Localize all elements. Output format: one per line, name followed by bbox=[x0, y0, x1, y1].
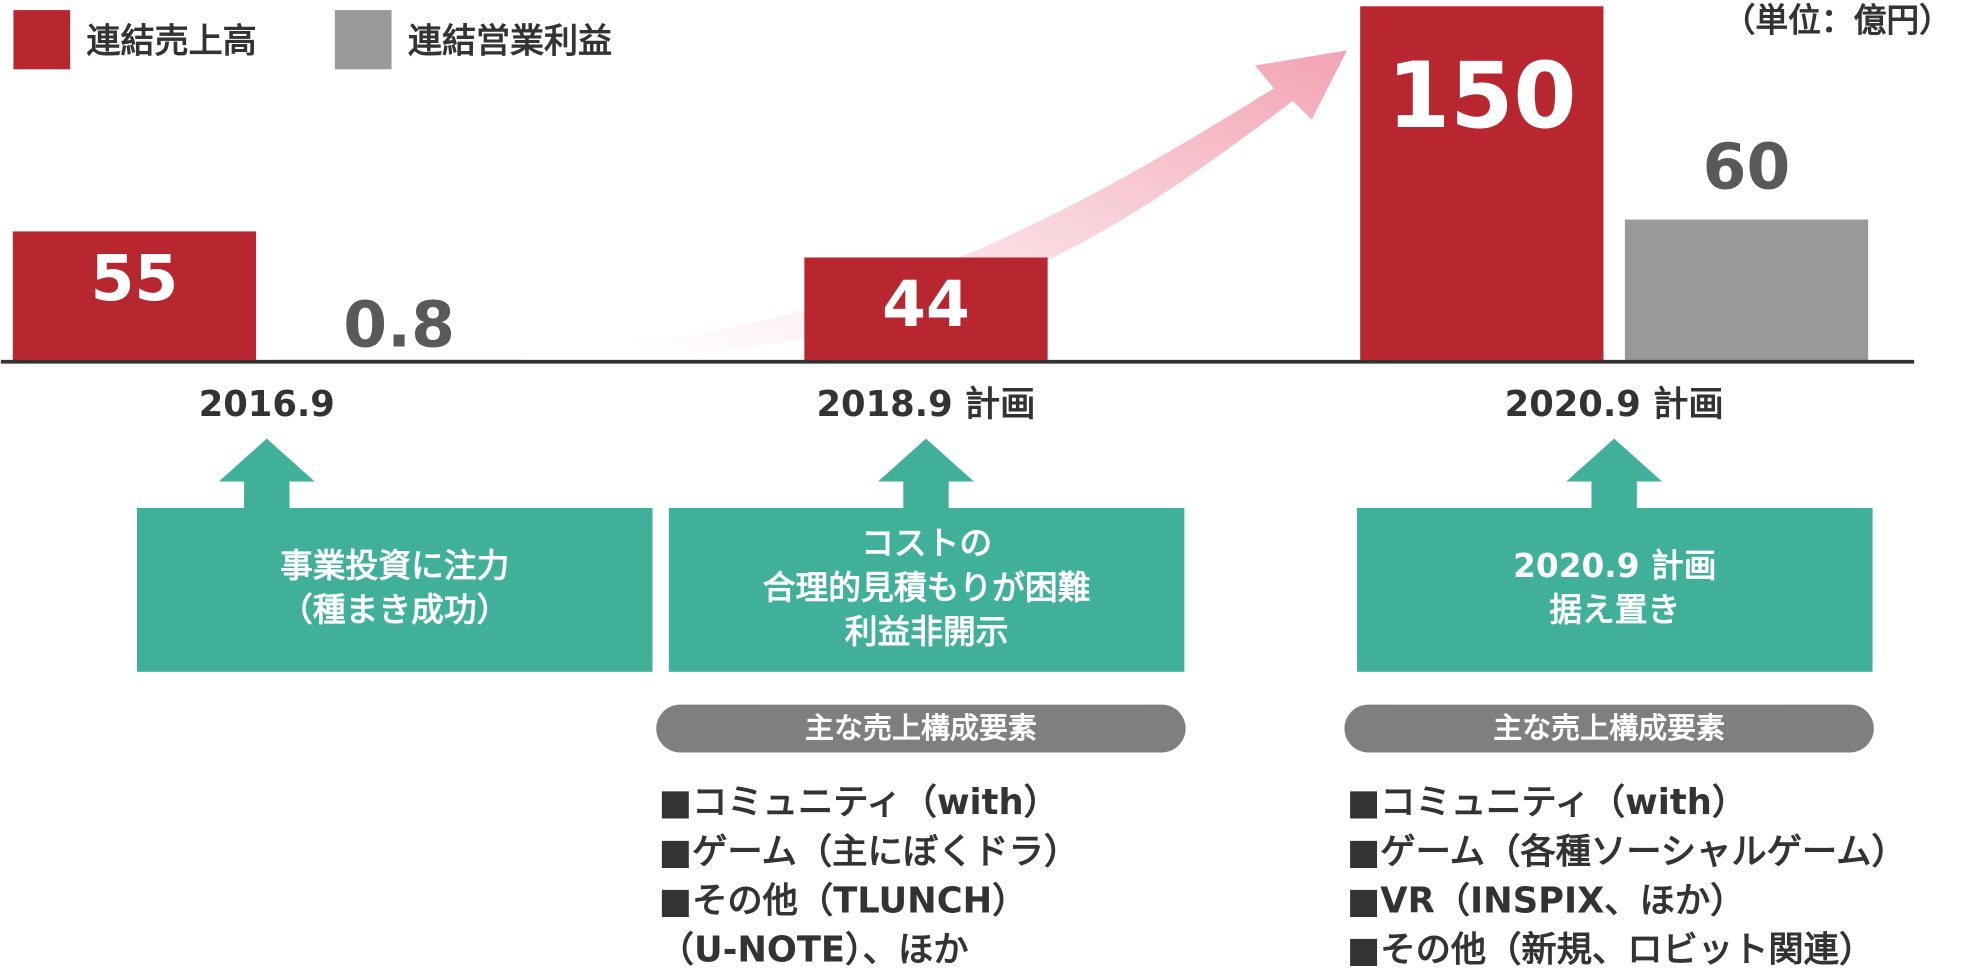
legend-label: 連結営業利益 bbox=[408, 21, 612, 61]
value-label: 0.8 bbox=[343, 289, 455, 362]
note-text: （種まき成功） bbox=[280, 591, 509, 629]
badge bbox=[656, 704, 1186, 753]
badge-text: 主な売上構成要素 bbox=[805, 711, 1037, 745]
up-arrow bbox=[218, 438, 315, 508]
trend-arrow bbox=[631, 50, 1347, 356]
list-item: ■その他（新規、ロビット関連） bbox=[1347, 930, 1874, 968]
value-label: 60 bbox=[1703, 131, 1791, 204]
note-text: 合理的見積もりが困難 bbox=[763, 569, 1091, 607]
note-box bbox=[136, 507, 653, 672]
x-tick-label: 2018.9 計画 bbox=[816, 384, 1035, 425]
list-item: ■その他（TLUNCH） bbox=[659, 880, 1028, 921]
note-text: 事業投資に注力 bbox=[280, 547, 509, 585]
list-item: ■コミュニティ（with） bbox=[659, 782, 1059, 823]
note-text: 利益非開示 bbox=[845, 613, 1009, 651]
note-text: コストの bbox=[861, 525, 992, 563]
list-item: ■コミュニティ（with） bbox=[1347, 782, 1747, 823]
x-tick-label: 2020.9 計画 bbox=[1505, 384, 1724, 425]
up-arrow bbox=[878, 438, 974, 508]
bar bbox=[1624, 219, 1869, 362]
value-label: 55 bbox=[91, 242, 179, 315]
unit-label: （単位：億円） bbox=[1723, 2, 1952, 40]
list-item: ■ゲーム（各種ソーシャルゲーム） bbox=[1347, 831, 1907, 872]
bar bbox=[804, 257, 1048, 362]
note-box bbox=[668, 507, 1185, 672]
badge bbox=[1344, 704, 1874, 753]
note-text: 据え置き bbox=[1549, 591, 1680, 629]
bar bbox=[12, 231, 257, 362]
list-item: ■VR（INSPIX、ほか） bbox=[1347, 880, 1745, 921]
up-arrow bbox=[1566, 438, 1663, 508]
x-tick-label: 2016.9 bbox=[199, 384, 335, 425]
badge-text: 主な売上構成要素 bbox=[1493, 711, 1725, 745]
list-item: （U-NOTE）、ほか bbox=[659, 930, 969, 968]
legend-swatch bbox=[334, 10, 392, 70]
note-text: 2020.9 計画 bbox=[1513, 547, 1716, 585]
legend-label: 連結売上高 bbox=[87, 21, 257, 61]
value-label: 150 bbox=[1387, 44, 1576, 149]
legend-swatch bbox=[13, 10, 71, 70]
list-item: ■ゲーム（主にぼくドラ） bbox=[659, 831, 1079, 872]
note-box bbox=[1357, 507, 1873, 672]
value-label: 44 bbox=[882, 268, 970, 341]
bar bbox=[1360, 6, 1604, 362]
